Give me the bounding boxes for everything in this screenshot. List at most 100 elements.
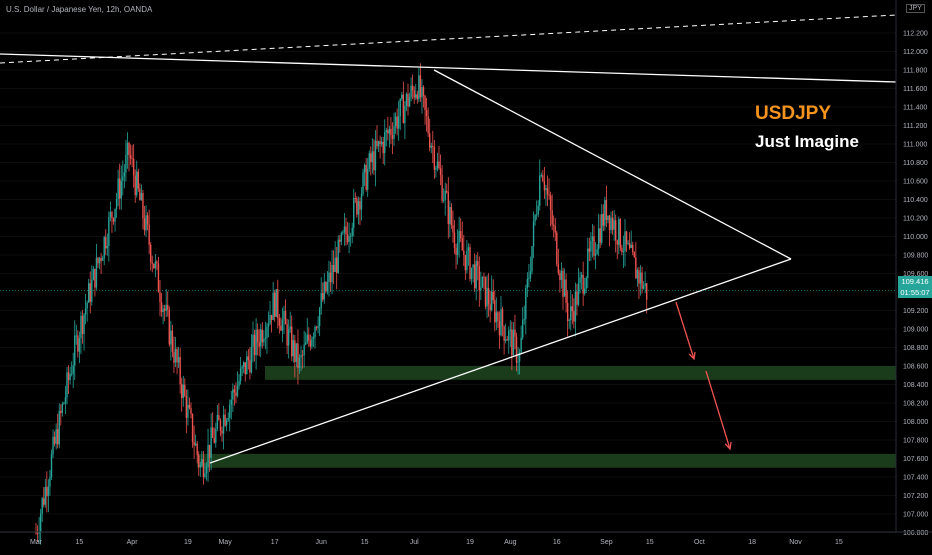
y-tick-label: 108.000 — [903, 419, 928, 426]
candle-body — [464, 254, 467, 271]
candle-body — [373, 151, 375, 171]
candle-body — [379, 141, 381, 145]
candle-body — [636, 270, 639, 279]
candle-body — [275, 289, 277, 317]
candle-body — [267, 323, 270, 327]
dashed-channel-line — [0, 14, 897, 64]
candle-body — [497, 312, 499, 322]
candle-body — [632, 244, 634, 253]
candle-body — [315, 326, 318, 328]
candle-body — [311, 338, 313, 347]
candle-body — [593, 236, 595, 256]
candle-body — [187, 404, 189, 418]
candle-body — [486, 287, 488, 307]
candle-body — [266, 326, 268, 339]
candle-body — [534, 215, 536, 222]
candle-body — [587, 248, 589, 278]
candle-body — [349, 236, 352, 237]
y-tick-label: 112.200 — [903, 31, 928, 38]
y-tick-label: 107.200 — [903, 493, 928, 500]
candle-body — [346, 234, 349, 242]
y-tick-label: 109.800 — [903, 253, 928, 260]
candle-body — [123, 172, 126, 177]
candle-body — [294, 340, 296, 362]
candle-body — [582, 274, 584, 294]
candle-body — [196, 443, 198, 456]
candle-body — [303, 344, 305, 356]
y-tick-label: 111.000 — [903, 142, 927, 149]
candle-body — [125, 154, 127, 173]
candle-body — [46, 486, 48, 497]
candle-body — [213, 437, 215, 443]
candle-body — [405, 93, 408, 106]
candle-body — [615, 220, 617, 241]
x-tick-label: 15 — [76, 539, 84, 546]
candle-body — [343, 226, 346, 233]
x-tick-label: Mar — [30, 539, 43, 546]
candle-body — [556, 232, 558, 264]
candle-body — [483, 276, 485, 278]
candle-body — [39, 513, 42, 532]
candle-body — [599, 228, 601, 243]
candle-body — [551, 210, 553, 225]
candle-body — [232, 389, 234, 400]
candle-body — [385, 130, 387, 133]
x-tick-label: Jun — [316, 539, 327, 546]
candle-body — [35, 532, 37, 534]
candle-body — [298, 357, 301, 368]
candle-body — [342, 232, 344, 234]
candle-body — [331, 264, 333, 283]
candle-body — [616, 240, 618, 245]
candle-body — [148, 224, 150, 245]
candle-body — [193, 441, 195, 446]
candle-body — [57, 429, 59, 445]
candle-body — [491, 291, 493, 311]
candle-body — [391, 135, 394, 139]
price-axis[interactable]: 112.200 112.000 111.800 111.600 111.400 111.2… — [895, 0, 928, 537]
candle-body — [425, 110, 428, 117]
candle-body — [291, 326, 293, 357]
y-tick-label: 107.600 — [903, 456, 928, 463]
annotation-title: USDJPY — [755, 103, 832, 124]
candle-body — [353, 198, 355, 228]
y-tick-label: 108.600 — [903, 364, 928, 371]
candle-body — [212, 427, 214, 438]
x-tick-label: Apr — [127, 539, 139, 546]
candle-body — [317, 326, 319, 328]
candle-body — [64, 397, 67, 404]
candle-body — [55, 429, 57, 444]
candle-body — [119, 178, 121, 199]
candle-body — [247, 356, 250, 361]
candle-body — [134, 175, 136, 196]
candle-body — [132, 158, 135, 176]
candle-body — [532, 221, 535, 247]
candle-body — [283, 310, 285, 320]
candle-body — [520, 337, 522, 353]
candle-body — [394, 116, 397, 127]
candle-body — [594, 253, 597, 256]
candle-body — [202, 459, 205, 477]
candle-body — [436, 161, 439, 169]
candle-body — [515, 336, 518, 363]
candle-body — [422, 87, 425, 96]
x-tick-label: Aug — [504, 539, 517, 546]
candle-body — [86, 302, 88, 309]
candle-body — [518, 352, 521, 362]
candle-body — [542, 175, 544, 182]
projection-arrowhead — [724, 441, 732, 451]
candle-body — [336, 257, 338, 273]
candle-body — [43, 498, 45, 505]
candle-body — [224, 414, 226, 426]
candle-body — [191, 414, 194, 442]
candle-body — [314, 326, 316, 337]
candle-body — [106, 246, 108, 249]
candle-body — [185, 395, 188, 418]
candle-body — [560, 270, 563, 280]
candle-body — [111, 212, 113, 219]
candle-body — [529, 271, 532, 278]
candle-body — [80, 315, 82, 339]
candle-body — [246, 356, 248, 375]
time-axis[interactable]: Mar 15 Apr 19 May 17 Jun 15 Jul 19 Aug 16 Sep 15 Oct 18… — [0, 531, 932, 546]
